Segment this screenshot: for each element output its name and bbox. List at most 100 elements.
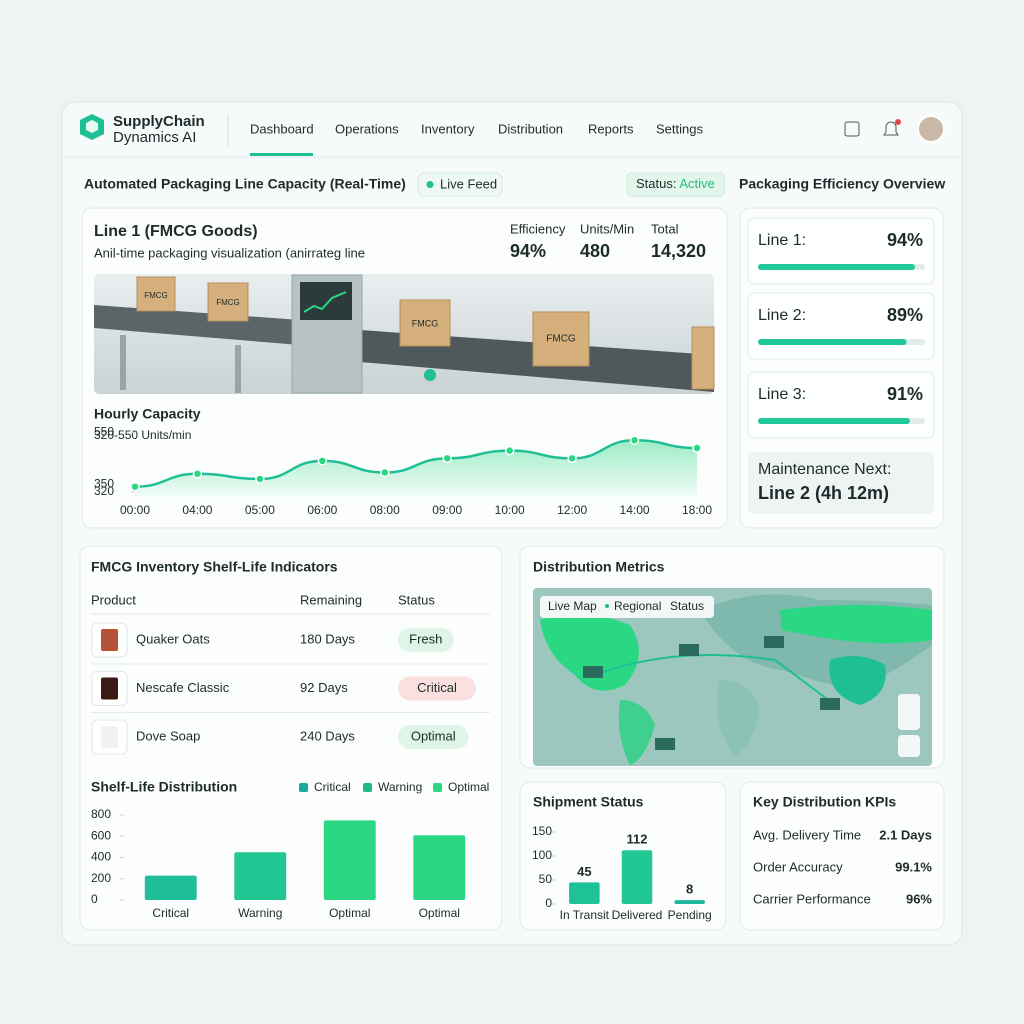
nav-item[interactable]: Inventory — [421, 121, 475, 136]
maintenance-card — [748, 452, 934, 514]
legend-swatch — [433, 783, 442, 792]
point — [255, 474, 265, 484]
line-card — [747, 292, 935, 360]
chart-title: Hourly Capacity — [94, 406, 201, 422]
status-pill — [398, 725, 469, 749]
avatar[interactable] — [917, 115, 945, 143]
point — [442, 453, 452, 464]
progress-bar — [758, 339, 907, 345]
legend-label: Critical — [314, 780, 351, 794]
nav-item[interactable]: Reports — [588, 121, 634, 136]
y-tick-label: 800 — [91, 807, 111, 821]
map-land — [618, 700, 655, 765]
x-tick-label: Warning — [238, 906, 282, 920]
calendar-icon[interactable] — [844, 121, 860, 137]
progress-bar — [758, 418, 910, 424]
point — [317, 456, 328, 466]
box — [691, 326, 715, 390]
card — [739, 781, 945, 931]
kpi-value: 99.1% — [895, 859, 932, 874]
value-label: 8 — [686, 882, 693, 897]
nav-active — [250, 153, 313, 156]
box-label: FMCG — [216, 298, 240, 307]
progress-bar — [758, 264, 915, 270]
scanner-graph — [303, 291, 347, 313]
product-name: Quaker Oats — [136, 631, 210, 646]
live-pill — [417, 172, 503, 197]
map-label-pill — [540, 596, 714, 618]
nav-item[interactable]: Distribution — [498, 121, 563, 136]
line-value: 94% — [887, 230, 923, 250]
y-tick-label: 50 — [539, 872, 553, 886]
bar — [413, 835, 466, 900]
y-tick-label: 200 — [91, 871, 111, 885]
map-label: Regional — [614, 599, 661, 613]
product-image — [101, 629, 118, 651]
y-tick-label: 0 — [545, 896, 552, 910]
x-tick-label: Optimal — [329, 906, 370, 920]
status-label: Status: — [636, 176, 676, 191]
nav-item[interactable]: Dashboard — [250, 121, 314, 136]
status-pill — [626, 172, 725, 197]
stat-value: 94% — [510, 241, 546, 261]
area — [135, 440, 697, 497]
bar — [323, 820, 376, 900]
point — [629, 435, 640, 446]
point — [130, 481, 140, 492]
box-label: FMCG — [546, 334, 576, 345]
section-title: Packaging Efficiency Overview — [739, 176, 945, 192]
line-value: 89% — [887, 305, 923, 325]
kpi-label: Order Accuracy — [753, 859, 843, 874]
y-tick-label: 0 — [91, 892, 98, 906]
point — [567, 453, 577, 464]
line-card — [747, 217, 935, 285]
card-title: Distribution Metrics — [533, 559, 665, 575]
conveyor-belt — [94, 305, 300, 345]
x-tick-label: 10:00 — [495, 503, 525, 517]
locate-control[interactable] — [898, 735, 920, 757]
nav-item[interactable]: Operations — [335, 121, 399, 136]
truck — [764, 636, 784, 648]
value-label: 112 — [627, 832, 648, 847]
x-tick-label: Critical — [152, 906, 189, 920]
box — [399, 299, 451, 347]
line-value: 91% — [887, 384, 923, 404]
map-land — [829, 656, 886, 705]
box-label: FMCG — [412, 318, 439, 328]
y-tick-label: 350 — [94, 476, 114, 490]
card-title: Key Distribution KPIs — [753, 794, 896, 810]
truck — [820, 698, 840, 710]
x-tick-label: In Transit — [560, 908, 610, 922]
point — [692, 443, 702, 453]
line-card — [747, 371, 935, 439]
legend-swatch — [363, 783, 372, 792]
y-tick-label: 550 — [94, 425, 114, 439]
map-label: Status — [670, 599, 704, 613]
box — [207, 282, 249, 322]
x-tick-label: 04:00 — [182, 503, 212, 517]
y-tick-label: 150 — [532, 824, 552, 838]
brand-sub: Dynamics AI — [113, 129, 196, 146]
zoom-control[interactable] — [898, 694, 920, 730]
notification-dot — [895, 119, 901, 125]
product-image — [101, 726, 118, 748]
nav-item[interactable]: Settings — [656, 121, 703, 136]
bell-icon[interactable] — [883, 121, 899, 136]
status-value: Active — [679, 176, 714, 191]
bar — [621, 850, 653, 904]
scanner-screen — [300, 282, 352, 320]
status-pill — [398, 676, 476, 701]
line-label: Line 2: — [758, 307, 806, 324]
map-dot — [605, 604, 609, 608]
box-label: FMCG — [144, 291, 168, 300]
line-name: Line 1 (FMCG Goods) — [94, 223, 258, 240]
maintenance-label: Maintenance Next: — [758, 461, 891, 478]
y-tick-label: 400 — [91, 850, 111, 864]
card-title: FMCG Inventory Shelf-Life Indicators — [91, 559, 338, 575]
box — [532, 311, 590, 367]
live-label: Live Feed — [440, 176, 497, 191]
x-tick-label: 09:00 — [432, 503, 462, 517]
status: Status: Active — [636, 176, 715, 191]
truck — [583, 666, 603, 678]
